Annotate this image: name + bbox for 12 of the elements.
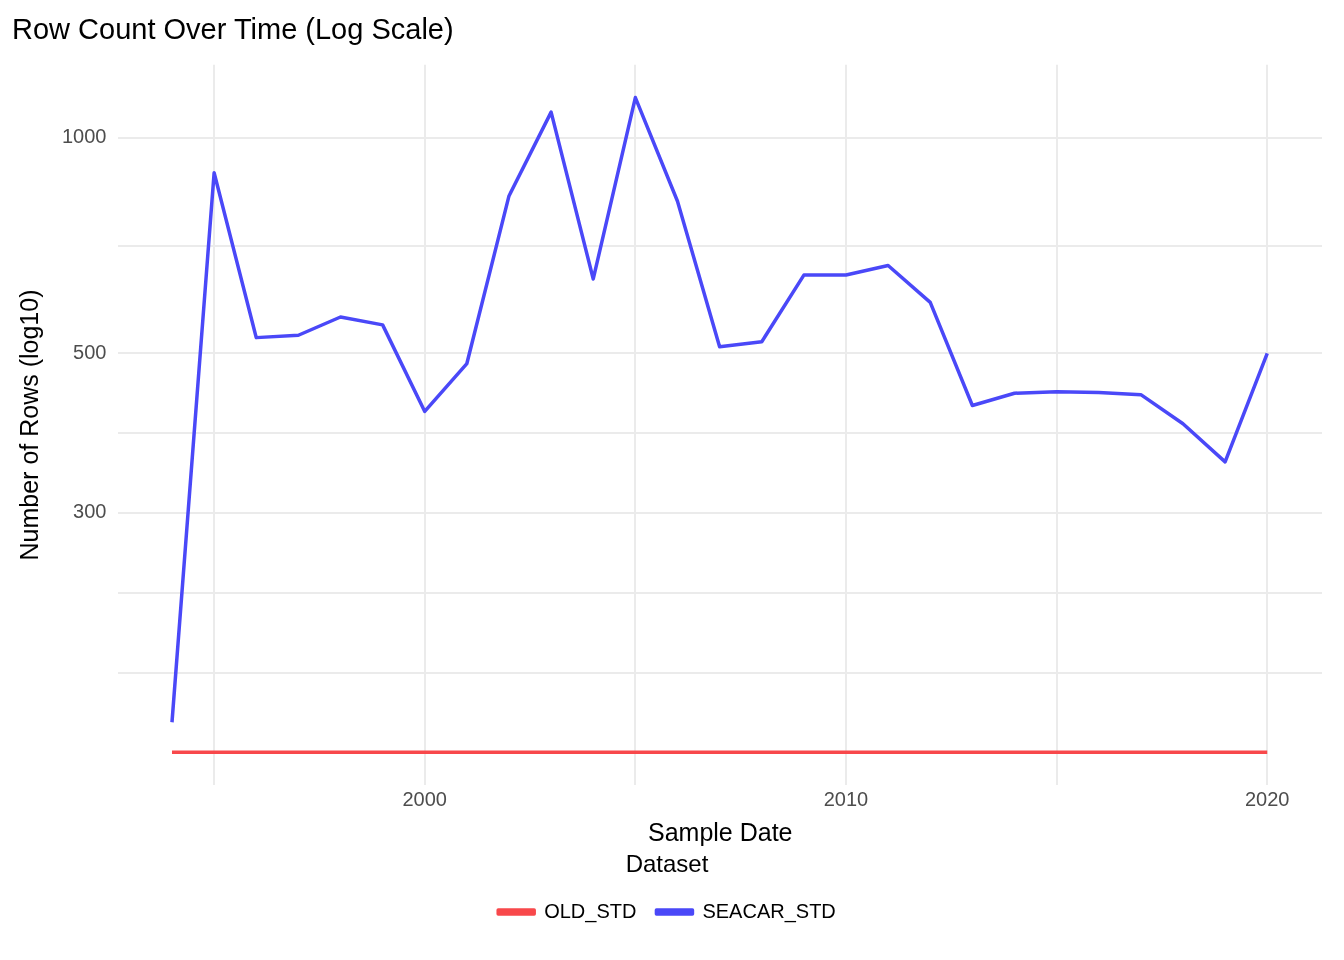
legend-label: SEACAR_STD xyxy=(702,899,836,923)
x-axis-title: Sample Date xyxy=(647,818,793,847)
y-axis-title: Number of Rows (log10) xyxy=(14,289,43,561)
x-tick-label: 2020 xyxy=(1244,787,1290,810)
y-tick-label: 300 xyxy=(73,500,107,523)
y-tick-label: 500 xyxy=(73,340,107,363)
chart-title: Row Count Over Time (Log Scale) xyxy=(12,13,454,46)
legend-title: Dataset xyxy=(625,849,709,877)
x-tick-label: 2000 xyxy=(402,787,447,810)
x-tick-label: 2010 xyxy=(823,787,869,810)
y-tick-label: 1000 xyxy=(61,125,107,148)
legend-label: OLD_STD xyxy=(544,899,637,923)
